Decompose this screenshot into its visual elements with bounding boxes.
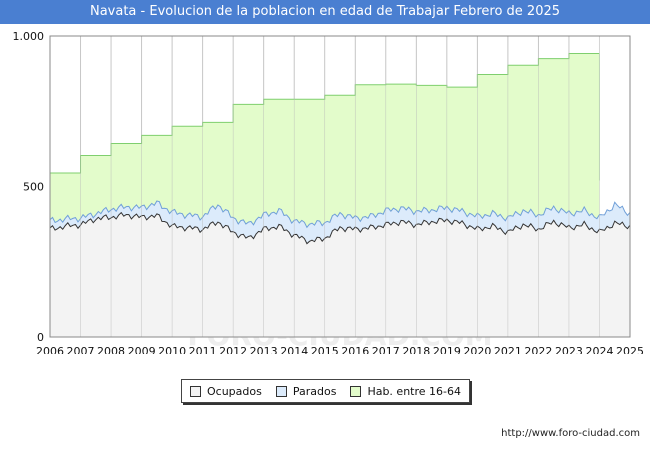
legend-label-ocupados: Ocupados bbox=[206, 384, 262, 398]
x-tick-label: 2009 bbox=[128, 345, 156, 354]
x-tick-label: 2006 bbox=[36, 345, 64, 354]
y-tick-label: 500 bbox=[23, 181, 44, 194]
x-tick-label: 2010 bbox=[158, 345, 186, 354]
x-tick-label: 2014 bbox=[280, 345, 308, 354]
parados-line bbox=[50, 200, 630, 229]
x-tick-label: 2021 bbox=[494, 345, 522, 354]
after-hab-blank bbox=[599, 36, 630, 216]
x-tick-label: 2023 bbox=[555, 345, 583, 354]
ocupados-line bbox=[50, 211, 630, 245]
x-tick-label: 2020 bbox=[463, 345, 491, 354]
legend-label-hab: Hab. entre 16-64 bbox=[367, 384, 461, 398]
x-tick-label: 2016 bbox=[341, 345, 369, 354]
y-tick-label: 1.000 bbox=[13, 30, 45, 43]
x-tick-label: 2025 bbox=[616, 345, 644, 354]
plot-frame bbox=[49, 35, 631, 338]
x-tick-label: 2011 bbox=[189, 345, 217, 354]
source-link[interactable]: http://www.foro-ciudad.com bbox=[501, 428, 640, 439]
x-tick-label: 2015 bbox=[311, 345, 339, 354]
legend-item-parados: Parados bbox=[275, 384, 337, 398]
x-tick-label: 2017 bbox=[372, 345, 400, 354]
x-tick-label: 2022 bbox=[524, 345, 552, 354]
ocupados-swatch-icon bbox=[189, 385, 201, 397]
x-tick-label: 2024 bbox=[585, 345, 613, 354]
x-tick-label: 2007 bbox=[67, 345, 95, 354]
ocupados-area bbox=[50, 212, 630, 337]
parados-swatch-icon bbox=[275, 385, 287, 397]
series-areas bbox=[50, 36, 630, 337]
chart-title: Navata - Evolucion de la poblacion en ed… bbox=[0, 0, 650, 24]
x-tick-label: 2012 bbox=[219, 345, 247, 354]
legend: Ocupados Parados Hab. entre 16-64 bbox=[181, 379, 470, 403]
population-chart: FORO-CIUDAD.COM 200620072008200920102011… bbox=[13, 30, 645, 354]
axis-ticks: 2006 2007 2008 2009 2010 2011 2012 2013 2014 2015… bbox=[13, 30, 645, 354]
x-tick-label: 2018 bbox=[402, 345, 430, 354]
hab-swatch-icon bbox=[350, 385, 362, 397]
x-tick-label: 2013 bbox=[250, 345, 278, 354]
x-tick-label: 2019 bbox=[433, 345, 461, 354]
x-tick-label: 2008 bbox=[97, 345, 125, 354]
legend-label-parados: Parados bbox=[292, 384, 337, 398]
legend-item-hab: Hab. entre 16-64 bbox=[350, 385, 461, 398]
legend-item-ocupados: Ocupados bbox=[189, 384, 262, 398]
y-tick-label: 0 bbox=[37, 331, 44, 344]
